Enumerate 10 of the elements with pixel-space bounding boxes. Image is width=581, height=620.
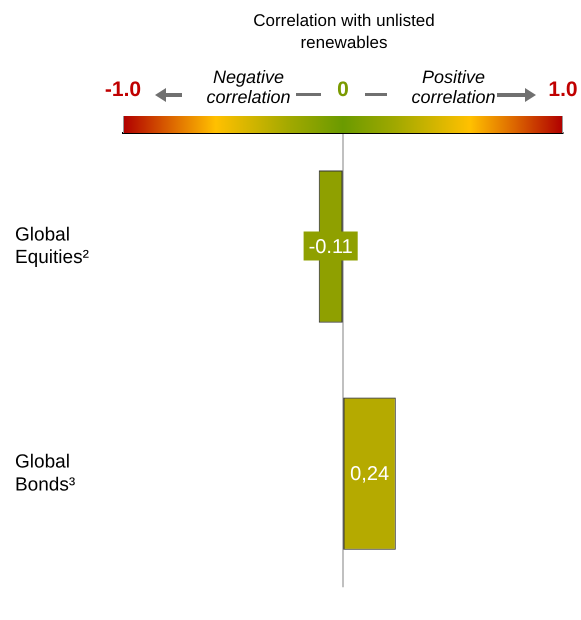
x-tick-label: -1.0 xyxy=(104,78,142,102)
text: Positive correlation xyxy=(410,67,497,107)
y-tick-label: Global Equities² xyxy=(15,224,89,268)
text: Negative correlation xyxy=(205,67,292,107)
chart-title: Correlation with unlisted renewables xyxy=(252,10,436,54)
x-tick-label: 1.0 xyxy=(548,78,578,102)
x-tick-label: 0 xyxy=(337,78,349,102)
y-tick-label: Global Bonds³ xyxy=(15,451,76,496)
data-label: 0,24 xyxy=(350,463,390,486)
data-label: -0.11 xyxy=(308,236,353,258)
